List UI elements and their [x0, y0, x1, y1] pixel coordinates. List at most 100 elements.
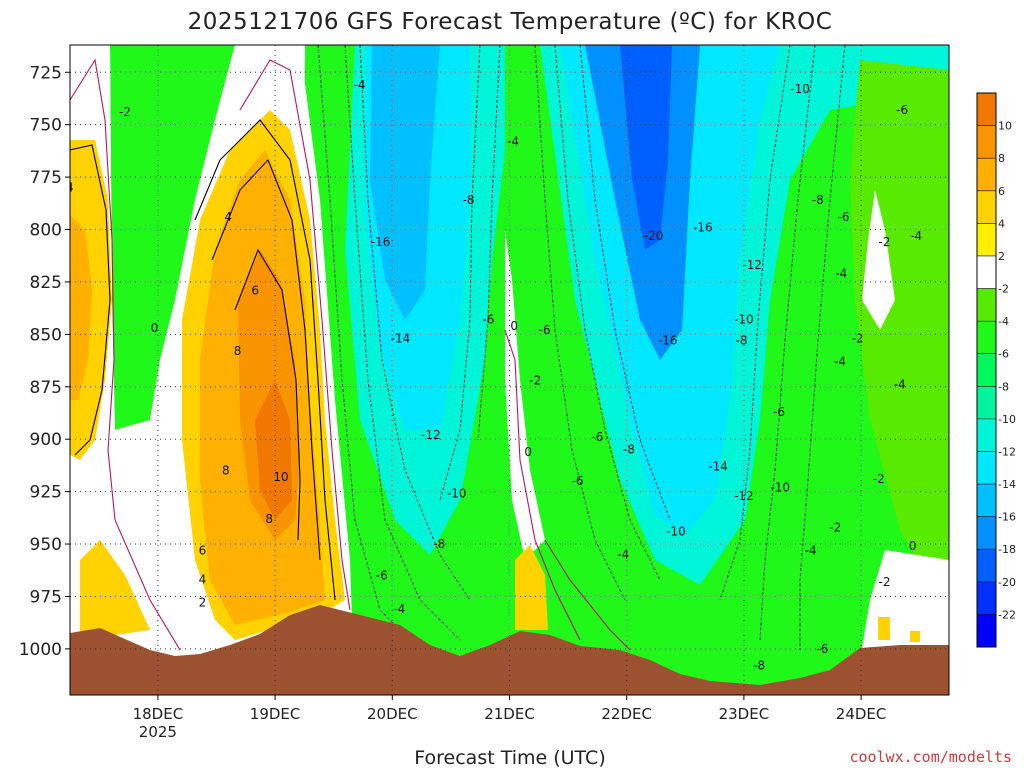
colorbar-swatch: [977, 581, 996, 615]
y-tick-label: 825: [30, 273, 62, 293]
dashed-line: [439, 45, 481, 501]
x-tick-sublabel: 2025: [139, 723, 177, 741]
dashed-line: [359, 45, 471, 601]
y-tick-label: 925: [30, 483, 62, 503]
contour-label: -14: [708, 459, 728, 473]
contour-label: 8: [234, 344, 242, 358]
contour-label: -8: [753, 659, 765, 673]
colorbar-frame: [976, 92, 997, 648]
colorbar-label: -10: [998, 413, 1016, 426]
dashed-line: [477, 45, 501, 441]
colorbar-label: -2: [998, 283, 1009, 296]
colorbar-swatch: [977, 451, 996, 485]
dashed-line: [719, 45, 791, 601]
contour-label: -8: [812, 193, 824, 207]
band-deepblue: [620, 45, 672, 250]
cold-dashed-contours: [317, 45, 846, 650]
y-tick-label: 950: [30, 535, 62, 555]
x-tick-label: 22DEC: [601, 705, 652, 723]
colorbar-swatch: [977, 158, 996, 192]
colorbar-swatch: [977, 255, 996, 290]
contour-zero-left: [70, 58, 181, 651]
dashed-line: [534, 45, 626, 601]
colorbar-label: 4: [998, 217, 1005, 230]
contour-label: -4: [62, 181, 74, 195]
contour-warm-left: [70, 144, 111, 456]
contour-zero-d4: [504, 329, 581, 641]
colorbar-swatch: [977, 93, 996, 127]
temperature-contours: [70, 45, 846, 651]
band-white-d4: [505, 230, 545, 560]
contour-label: 2: [60, 403, 68, 417]
contour-label: -16: [658, 334, 678, 348]
contour-label: -6: [571, 474, 583, 488]
chart-title: 2025121706 GFS Forecast Temperature (ºC)…: [188, 9, 833, 35]
contour-label: -6: [773, 405, 785, 419]
contour-label: 6: [199, 543, 207, 557]
colorbar: 10 8 6 4 2 -2 -4 -6 -8 -10 -12 -14 -16 -18 -20 -22: [976, 92, 1016, 648]
colorbar-label: -16: [998, 511, 1016, 524]
colorbar-swatch: [977, 516, 996, 550]
contour-label: 10: [273, 470, 288, 484]
contour-label: -6: [896, 103, 908, 117]
contour-label: -14: [391, 332, 411, 346]
contour-label: -8: [623, 443, 635, 457]
band-green-early: [110, 45, 235, 430]
band-blue-mid: [370, 45, 440, 320]
contour-label: -4: [910, 229, 922, 243]
contour-label: 0: [510, 319, 518, 333]
plot-area: -4 -10-2 -6-4-4-8 -84 -6-20-16-2 -4-16-12-46-…: [60, 45, 949, 695]
band-red-main: [255, 380, 292, 520]
colorbar-label: -18: [998, 543, 1016, 556]
contour-label: -4: [834, 355, 846, 369]
colorbar-swatch: [977, 614, 996, 648]
x-tick-label: 18DEC: [133, 705, 184, 723]
contour-label: -20: [644, 229, 664, 243]
contour-label: 2: [199, 596, 207, 610]
contour-label: 4: [224, 210, 232, 224]
y-tick-label: 1000: [19, 640, 62, 660]
x-tick-label: 24DEC: [836, 705, 887, 723]
contour-label: -2: [829, 520, 841, 534]
colorbar-label: -20: [998, 576, 1016, 589]
colorbar-label: -8: [998, 380, 1009, 393]
x-tick-label: 23DEC: [719, 705, 770, 723]
temperature-bands: [70, 45, 949, 695]
colorbar-swatch: [977, 418, 996, 452]
contour-label: -6: [591, 430, 603, 444]
contour-label: -2: [879, 235, 891, 249]
colorbar-label: 2: [998, 250, 1005, 263]
contour-label: -2: [873, 472, 885, 486]
x-tick-label: 21DEC: [484, 705, 535, 723]
dashed-line: [759, 45, 816, 641]
contour-label: 8: [222, 464, 230, 478]
contour-label: -2: [879, 575, 891, 589]
band-yellow-d4: [515, 545, 548, 630]
band-yellow-spot-2: [910, 631, 920, 642]
dashed-line: [554, 45, 661, 581]
contour-label: -8: [462, 193, 474, 207]
credit-link[interactable]: coolwx.com/modelts: [849, 748, 1012, 766]
dashed-line: [344, 45, 461, 641]
contour-label: -12: [742, 258, 762, 272]
band-white-right: [862, 190, 895, 330]
y-tick-label: 875: [30, 378, 62, 398]
colorbar-label: 8: [998, 152, 1005, 165]
contour-label: -16: [693, 220, 713, 234]
y-tick-label: 725: [30, 63, 62, 83]
contour-labels: -4 -10-2 -6-4-4-8 -84 -6-20-16-2 -4-16-12-46-…: [60, 78, 922, 673]
colorbar-label: -4: [998, 315, 1009, 328]
contour-label: -4: [507, 134, 519, 148]
contour-label: 0: [524, 445, 532, 459]
contour-label: -10: [666, 524, 686, 538]
band-yellow-spot-1: [878, 617, 890, 640]
dashed-line: [317, 45, 411, 641]
band-orange-left: [70, 215, 92, 400]
x-tick-label: 19DEC: [250, 705, 301, 723]
contour-label: -2: [852, 332, 864, 346]
dashed-line: [579, 45, 671, 521]
colorbar-label: -6: [998, 348, 1009, 361]
contour-label: -16: [371, 235, 391, 249]
contour-label: 0: [909, 539, 917, 553]
